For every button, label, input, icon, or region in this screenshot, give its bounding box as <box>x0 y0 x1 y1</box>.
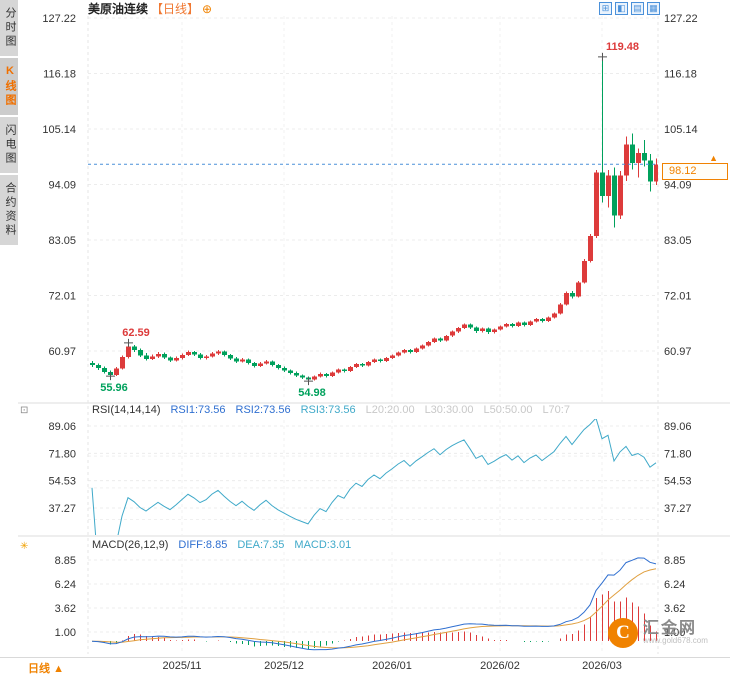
price-annotations: 55.96 62.59 54.98 119.48 <box>100 41 639 399</box>
svg-text:55.96: 55.96 <box>100 382 128 394</box>
watermark-name: 汇金网 <box>643 619 698 637</box>
layout-split-icon[interactable]: ◧ <box>615 2 628 15</box>
svg-text:6.24: 6.24 <box>664 579 685 591</box>
period-tag: 【日线】 <box>151 2 200 16</box>
x-axis-bar: 日线 ▲ 2025/11 2025/12 2026/01 2026/02 2026/03 <box>0 657 730 674</box>
rsi-value-6: L70:7 <box>542 404 570 416</box>
chart-layout-toolbar: ⊞ ◧ ▤ ▦ <box>599 2 660 15</box>
sidebar-item-kline-chart[interactable]: K线图 <box>0 58 18 115</box>
rsi-value-2: RSI3:73.56 <box>300 404 356 416</box>
x-axis-label: 2026/03 <box>582 660 622 672</box>
svg-text:54.53: 54.53 <box>48 476 76 488</box>
panel-separators <box>18 402 730 537</box>
layout-rows-icon[interactable]: ▤ <box>631 2 644 15</box>
svg-text:116.18: 116.18 <box>664 68 697 80</box>
svg-text:72.01: 72.01 <box>48 291 76 303</box>
sidebar-item-flash-chart[interactable]: 闪电图 <box>0 117 18 173</box>
svg-text:72.01: 72.01 <box>664 291 692 303</box>
layout-grid-icon[interactable]: ⊞ <box>599 2 612 15</box>
macd-value-1: DEA:7.35 <box>237 539 285 551</box>
last-price-tag: 98.12 <box>662 163 728 180</box>
layout-table-icon[interactable]: ▦ <box>647 2 660 15</box>
svg-text:3.62: 3.62 <box>664 603 685 615</box>
rsi-line <box>91 419 657 535</box>
period-selector-label: 日线 <box>28 663 50 674</box>
sidebar-item-contract-info[interactable]: 合约资料 <box>0 175 18 245</box>
svg-text:94.09: 94.09 <box>48 180 76 192</box>
rsi-header: RSI(14,14,14) RSI1:73.56 RSI2:73.56 RSI3:73… <box>92 404 570 416</box>
svg-text:105.14: 105.14 <box>42 124 76 136</box>
rsi-value-3: L20:20.00 <box>365 404 415 416</box>
svg-text:62.59: 62.59 <box>122 327 150 339</box>
rsi-title: RSI(14,14,14) <box>92 404 161 416</box>
period-selector-arrow-icon: ▲ <box>53 663 64 674</box>
svg-text:71.80: 71.80 <box>664 448 692 460</box>
svg-text:116.18: 116.18 <box>43 68 76 80</box>
macd-title: MACD(26,12,9) <box>92 539 169 551</box>
grid-and-axis-labels: 127.22 127.22 116.18 116.18 105.14 105.14 94.0… <box>42 13 698 654</box>
period-selector-button[interactable]: 日线 ▲ <box>28 660 64 674</box>
macd-settings-icon[interactable]: ✳ <box>20 541 29 552</box>
rsi-settings-icon[interactable]: ⊡ <box>20 405 29 416</box>
svg-text:1.00: 1.00 <box>55 627 76 639</box>
svg-text:60.97: 60.97 <box>664 346 692 358</box>
chart-title-bar: 美原油连续 【日线】 ⊕ <box>88 1 213 17</box>
svg-text:8.85: 8.85 <box>55 555 76 567</box>
watermark: C 汇金网 www.gold678.com <box>608 618 708 648</box>
rsi-value-1: RSI2:73.56 <box>235 404 291 416</box>
rsi-value-5: L50:50.00 <box>483 404 533 416</box>
svg-text:127.22: 127.22 <box>664 13 698 25</box>
svg-text:37.27: 37.27 <box>48 503 76 515</box>
price-up-arrow-icon: ▲ <box>709 153 718 163</box>
x-axis-label: 2025/12 <box>264 660 304 672</box>
svg-text:3.62: 3.62 <box>55 603 76 615</box>
candlesticks <box>90 56 658 382</box>
svg-text:54.53: 54.53 <box>664 476 692 488</box>
svg-text:105.14: 105.14 <box>664 124 698 136</box>
svg-text:37.27: 37.27 <box>664 503 692 515</box>
svg-text:89.06: 89.06 <box>48 421 76 433</box>
symbol-title: 美原油连续 <box>88 2 149 16</box>
gold678-logo-icon: C <box>608 618 638 648</box>
svg-text:94.09: 94.09 <box>664 180 692 192</box>
svg-text:83.05: 83.05 <box>48 235 76 247</box>
svg-text:83.05: 83.05 <box>664 235 692 247</box>
x-axis-label: 2026/02 <box>480 660 520 672</box>
svg-text:71.80: 71.80 <box>48 448 76 460</box>
svg-text:127.22: 127.22 <box>42 13 76 25</box>
macd-lines <box>91 557 657 651</box>
rsi-value-0: RSI1:73.56 <box>170 404 226 416</box>
macd-value-0: DIFF:8.85 <box>178 539 228 551</box>
macd-header: MACD(26,12,9) DIFF:8.85 DEA:7.35 MACD:3.01 <box>92 539 351 551</box>
svg-text:1.00: 1.00 <box>664 627 685 639</box>
svg-text:6.24: 6.24 <box>55 579 76 591</box>
svg-text:54.98: 54.98 <box>298 387 326 399</box>
x-axis-label: 2026/01 <box>372 660 412 672</box>
macd-value-2: MACD:3.01 <box>294 539 352 551</box>
x-axis-label: 2025/11 <box>162 660 202 672</box>
svg-text:8.85: 8.85 <box>664 555 685 567</box>
rsi-value-4: L30:30.00 <box>424 404 474 416</box>
svg-text:60.97: 60.97 <box>48 346 76 358</box>
svg-text:89.06: 89.06 <box>664 421 692 433</box>
chart-type-sidebar: 分时图 K线图 闪电图 合约资料 <box>0 0 18 247</box>
watermark-url: www.gold678.com <box>643 636 708 646</box>
svg-text:119.48: 119.48 <box>606 41 639 53</box>
add-indicator-icon[interactable]: ⊕ <box>202 1 213 16</box>
sidebar-item-time-chart[interactable]: 分时图 <box>0 0 18 56</box>
